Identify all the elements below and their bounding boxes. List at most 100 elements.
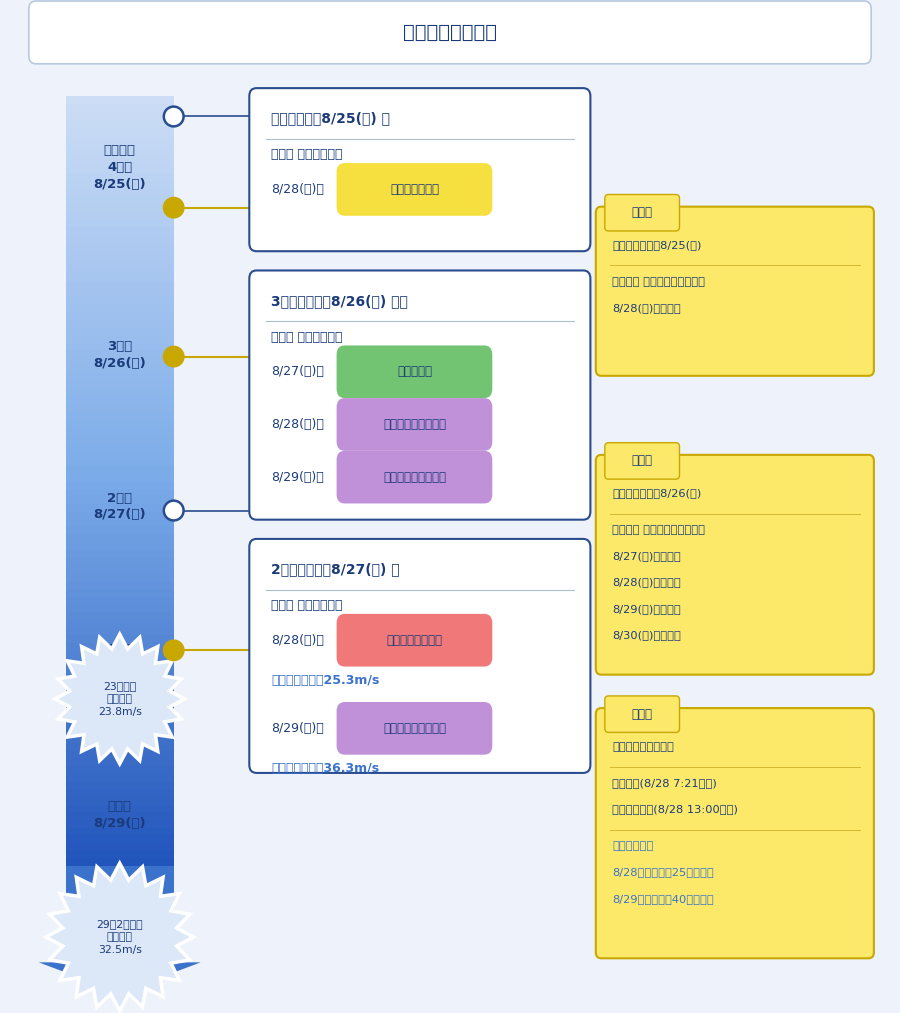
Bar [66, 573, 174, 581]
Bar [66, 481, 174, 489]
Text: 直前発表の防災情報: 直前発表の防災情報 [612, 742, 674, 752]
Bar [66, 712, 174, 720]
FancyBboxPatch shape [605, 443, 680, 479]
Text: 8/28(水)：: 8/28(水)： [271, 418, 324, 431]
Bar [66, 589, 174, 597]
Bar [66, 143, 174, 150]
Polygon shape [46, 863, 194, 1011]
Bar [66, 682, 174, 689]
FancyBboxPatch shape [605, 696, 680, 732]
Bar [66, 150, 174, 158]
Text: 8/29(木)：「高」: 8/29(木)：「高」 [612, 604, 680, 614]
Bar [66, 281, 174, 289]
Bar [66, 335, 174, 342]
Bar [66, 605, 174, 612]
Bar [66, 120, 174, 127]
Text: ピーク
8/29(木): ピーク 8/29(木) [94, 800, 146, 831]
Bar [66, 265, 174, 274]
Bar [66, 381, 174, 389]
Text: 8/28(水)：: 8/28(水)： [271, 183, 324, 196]
Bar [66, 620, 174, 627]
Bar [66, 96, 174, 104]
Bar [66, 520, 174, 528]
FancyBboxPatch shape [596, 207, 874, 376]
Bar [66, 727, 174, 735]
Bar [66, 666, 174, 674]
Text: 気象庁: 気象庁 [632, 708, 652, 720]
Bar [66, 689, 174, 697]
Bar [66, 104, 174, 111]
Bar [66, 312, 174, 319]
Bar [66, 366, 174, 374]
Bar [66, 227, 174, 235]
FancyBboxPatch shape [596, 455, 874, 675]
Text: 危険性やや高い: 危険性やや高い [390, 183, 439, 196]
Bar [66, 188, 174, 197]
Text: ピークの
4日前
8/25(日): ピークの 4日前 8/25(日) [94, 144, 146, 190]
Bar [66, 743, 174, 751]
Bar [66, 466, 174, 473]
Bar [66, 250, 174, 258]
Bar [66, 304, 174, 312]
FancyBboxPatch shape [596, 708, 874, 958]
Text: 23時台に
最大風速
23.8m/s: 23時台に 最大風速 23.8m/s [98, 681, 141, 717]
Bar [66, 504, 174, 512]
Bar [66, 797, 174, 804]
Bar [66, 412, 174, 419]
Text: 8/28(水)：「中」: 8/28(水)：「中」 [612, 303, 680, 313]
Bar [66, 597, 174, 605]
Bar [66, 473, 174, 481]
Ellipse shape [164, 346, 184, 367]
Bar [66, 812, 174, 820]
Bar [66, 158, 174, 165]
FancyBboxPatch shape [249, 539, 590, 773]
Bar [66, 843, 174, 851]
Bar [66, 558, 174, 566]
Text: 暴風警報(8/28 7:21発表): 暴風警報(8/28 7:21発表) [612, 778, 716, 788]
Bar [66, 735, 174, 743]
Bar [66, 781, 174, 789]
Bar [66, 836, 174, 843]
Bar [66, 697, 174, 704]
Text: 気象防災シグナル: 気象防災シグナル [403, 23, 497, 42]
Bar [66, 612, 174, 620]
Bar [66, 451, 174, 458]
Text: 8/29(木)：: 8/29(木)： [271, 722, 324, 734]
Bar [66, 789, 174, 797]
Bar [66, 427, 174, 435]
Bar [66, 220, 174, 227]
Bar [66, 643, 174, 650]
Text: 8/27(火)：: 8/27(火)： [271, 366, 324, 378]
Bar [66, 458, 174, 466]
Bar [66, 289, 174, 297]
Bar [66, 212, 174, 220]
Bar [66, 627, 174, 635]
Text: 危険性かなり高い: 危険性かなり高い [386, 634, 443, 646]
Bar [66, 197, 174, 204]
Text: 鹿児島県 警報級の暴風可能性: 鹿児島県 警報級の暴風可能性 [612, 525, 705, 535]
Text: 3日前の検知：8/26(月) 未明: 3日前の検知：8/26(月) 未明 [271, 294, 408, 308]
Bar [66, 851, 174, 858]
Text: 8/29：最大風速40メートル: 8/29：最大風速40メートル [612, 893, 714, 904]
Bar [66, 389, 174, 396]
Bar [66, 404, 174, 412]
Text: 枕崎市 暴風シグナル: 枕崎市 暴風シグナル [271, 331, 342, 343]
FancyBboxPatch shape [337, 398, 492, 451]
Text: 枕崎で最大風速25.3m/s: 枕崎で最大風速25.3m/s [271, 675, 379, 687]
Ellipse shape [164, 106, 184, 127]
Bar [66, 635, 174, 643]
Text: 危険性低い: 危険性低い [397, 366, 432, 378]
Bar [66, 658, 174, 666]
Text: 2日前の検知：8/27(火) 昼: 2日前の検知：8/27(火) 昼 [271, 562, 400, 576]
Bar [66, 374, 174, 381]
Text: 危険性きわめて高い: 危険性きわめて高い [383, 471, 446, 483]
Text: 8/28：最大風速25メートル: 8/28：最大風速25メートル [612, 867, 714, 877]
Bar [66, 358, 174, 366]
FancyBboxPatch shape [337, 614, 492, 667]
Bar [66, 235, 174, 242]
FancyBboxPatch shape [337, 163, 492, 216]
FancyBboxPatch shape [605, 194, 680, 231]
Bar [66, 759, 174, 766]
Bar [66, 704, 174, 712]
Bar [66, 751, 174, 759]
